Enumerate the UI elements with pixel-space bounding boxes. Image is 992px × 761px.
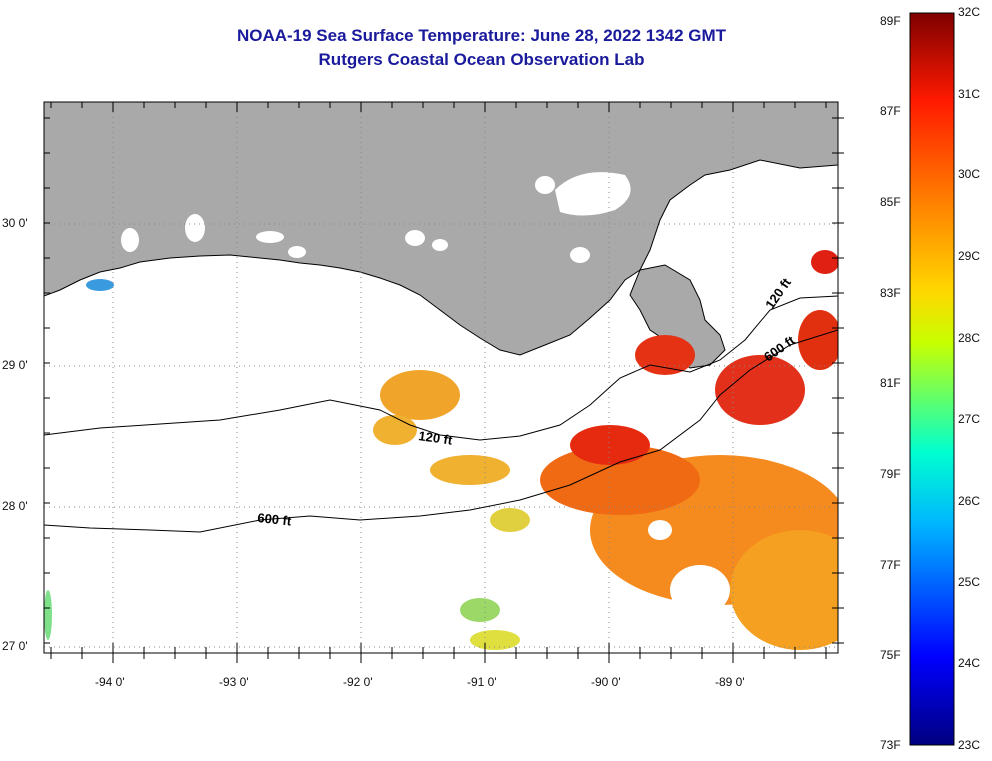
colorbar-c-27: 27C (958, 412, 981, 426)
plot-area (44, 102, 838, 653)
contour-label-600ft-west: 600 ft (257, 510, 293, 529)
colorbar-c-28: 28C (958, 331, 981, 345)
colorbar-c-29: 29C (958, 249, 981, 263)
colorbar-f-81: 81F (880, 376, 901, 390)
colorbar-f-87: 87F (880, 104, 901, 118)
lat-label-28: 28 0' (2, 499, 28, 513)
lat-label-30: 30 0' (2, 216, 28, 230)
lon-label-93: -93 0' (219, 675, 249, 689)
colorbar-c-25: 25C (958, 575, 981, 589)
lon-label-94: -94 0' (95, 675, 125, 689)
contour-120ft (44, 295, 838, 441)
sst-patches (44, 250, 838, 650)
colorbar-f-89: 89F (880, 14, 901, 28)
colorbar-c-23: 23C (958, 738, 981, 752)
lon-label-90: -90 0' (591, 675, 621, 689)
colorbar-c-30: 30C (958, 167, 981, 181)
colorbar-f-73: 73F (880, 738, 901, 752)
contour-600ft (44, 329, 838, 533)
colorbar-f-77: 77F (880, 558, 901, 572)
colorbar-c-31: 31C (958, 87, 981, 101)
lon-label-89: -89 0' (715, 675, 745, 689)
colorbar-f-85: 85F (880, 195, 901, 209)
contour-label-120ft-west: 120 ft (418, 428, 454, 448)
colorbar-c-32: 32C (958, 5, 981, 19)
lon-label-91: -91 0' (467, 675, 497, 689)
map-title: NOAA-19 Sea Surface Temperature: June 28… (236, 26, 727, 45)
colorbar-f-75: 75F (880, 648, 901, 662)
plot-frame (43, 101, 839, 654)
colorbar-f-83: 83F (880, 286, 901, 300)
axis-ticks (44, 102, 844, 663)
colorbar-c-24: 24C (958, 656, 981, 670)
graticule (44, 102, 838, 653)
lat-label-27: 27 0' (2, 639, 28, 653)
colorbar-c-26: 26C (958, 494, 981, 508)
colorbar (909, 12, 955, 746)
map-subtitle: Rutgers Coastal Ocean Observation Lab (318, 50, 645, 69)
lat-label-29: 29 0' (2, 358, 28, 372)
lake-pontchartrain (555, 172, 631, 216)
colorbar-f-79: 79F (880, 467, 901, 481)
land-mass (44, 102, 838, 356)
lon-label-92: -92 0' (343, 675, 373, 689)
delta-land (629, 264, 726, 369)
